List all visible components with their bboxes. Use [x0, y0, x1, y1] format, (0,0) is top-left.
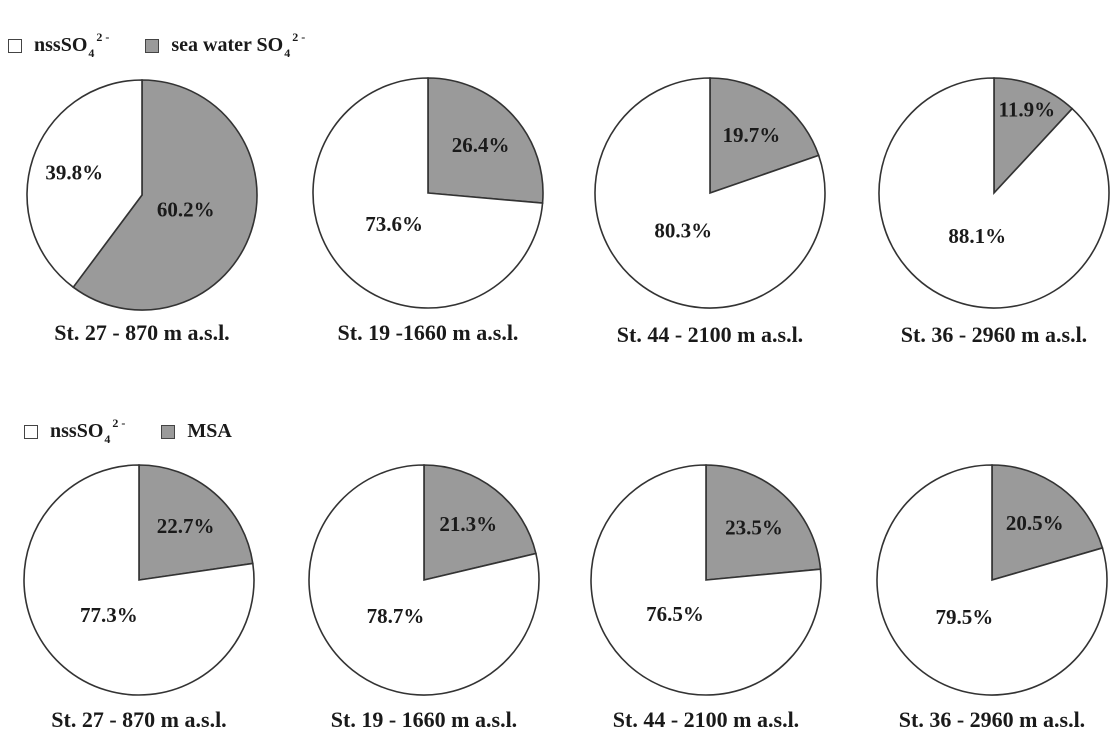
legend-swatch-sea-water-so4 — [145, 38, 160, 53]
legend-swatch-msa — [161, 424, 176, 439]
legend-label-msa: MSA — [187, 420, 232, 442]
pie-slice-shaded — [72, 79, 258, 311]
legend-label-nss-so4: nssSO42 - — [34, 30, 110, 60]
legend-label-nss-so4-bottom: nssSO42 - — [50, 416, 126, 446]
pie-slice-shaded — [993, 77, 1074, 196]
legend-item-sea-water-so4: sea water SO42 - — [145, 30, 305, 61]
pie-caption: St. 27 - 870 m a.s.l. — [51, 707, 226, 732]
legend-label-sea-water-so4: sea water SO42 - — [171, 30, 306, 60]
legend-swatch-nss-so4-bottom — [24, 424, 38, 439]
pie-slice-label: 80.3% — [654, 219, 712, 243]
pie-slice-label: 76.5% — [646, 602, 704, 626]
pie-caption: St. 36 - 2960 m a.s.l. — [899, 707, 1085, 732]
pie-slice-label: 22.7% — [157, 514, 215, 538]
pie-slice-white — [594, 77, 826, 309]
pie-caption: St. 19 - 1660 m a.s.l. — [331, 707, 517, 732]
pie-chart: 26.4% 73.6% St. 19 -1660 m a.s.l. — [312, 77, 544, 345]
pie-caption: St. 19 -1660 m a.s.l. — [338, 320, 519, 345]
pie-slice-label: 39.8% — [45, 161, 103, 185]
pie-slice-white — [876, 464, 1108, 696]
pie-slice-label: 20.5% — [1006, 511, 1064, 535]
pie-slice-label: 78.7% — [367, 604, 425, 628]
pie-slice-white — [312, 77, 544, 309]
pie-chart: 19.7% 80.3% St. 44 - 2100 m a.s.l. — [594, 77, 826, 347]
pie-slice-white — [308, 464, 540, 696]
pie-slice-label: 88.1% — [948, 224, 1006, 248]
pie-slice-label: 11.9% — [999, 98, 1056, 122]
pie-slice-shaded — [423, 464, 537, 582]
pie-chart: 60.2% 39.8% St. 27 - 870 m a.s.l. — [26, 79, 258, 345]
legend-item-nss-so4: nssSO42 - — [8, 30, 109, 61]
pie-slice-shaded — [991, 464, 1104, 582]
pie-slice-label: 79.5% — [936, 605, 994, 629]
legend-item-nss-so4-bottom: nssSO42 - — [24, 416, 125, 447]
pie-caption: St. 44 - 2100 m a.s.l. — [613, 707, 799, 732]
legend-bottom: nssSO42 - MSA — [24, 416, 268, 447]
pie-chart: 11.9% 88.1% St. 36 - 2960 m a.s.l. — [878, 77, 1110, 347]
legend-item-msa: MSA — [161, 420, 232, 443]
pie-slice-label: 60.2% — [157, 198, 215, 222]
pie-slice-white — [26, 79, 143, 289]
pie-caption: St. 27 - 870 m a.s.l. — [54, 320, 229, 345]
legend-swatch-nss-so4 — [8, 38, 22, 53]
pie-chart: 20.5% 79.5% St. 36 - 2960 m a.s.l. — [876, 464, 1108, 732]
pie-slice-white — [23, 464, 255, 696]
pie-caption: St. 44 - 2100 m a.s.l. — [617, 322, 803, 347]
pie-slice-label: 19.7% — [723, 123, 781, 147]
pie-slice-label: 26.4% — [452, 133, 510, 157]
pie-slice-white — [590, 464, 822, 696]
pie-slice-label: 77.3% — [80, 603, 138, 627]
pie-slice-label: 23.5% — [725, 515, 783, 539]
pie-slice-label: 73.6% — [365, 212, 423, 236]
pie-chart: 22.7% 77.3% St. 27 - 870 m a.s.l. — [23, 464, 255, 732]
pie-caption: St. 36 - 2960 m a.s.l. — [901, 322, 1087, 347]
pie-slice-white — [878, 77, 1110, 309]
pie-slice-shaded — [138, 464, 254, 581]
legend-top: nssSO42 - sea water SO42 - — [8, 30, 341, 61]
pie-chart: 21.3% 78.7% St. 19 - 1660 m a.s.l. — [308, 464, 540, 732]
pie-chart: 23.5% 76.5% St. 44 - 2100 m a.s.l. — [590, 464, 822, 732]
pie-slice-shaded — [705, 464, 822, 581]
pie-slice-shaded — [427, 77, 544, 204]
pie-slice-label: 21.3% — [439, 512, 497, 536]
